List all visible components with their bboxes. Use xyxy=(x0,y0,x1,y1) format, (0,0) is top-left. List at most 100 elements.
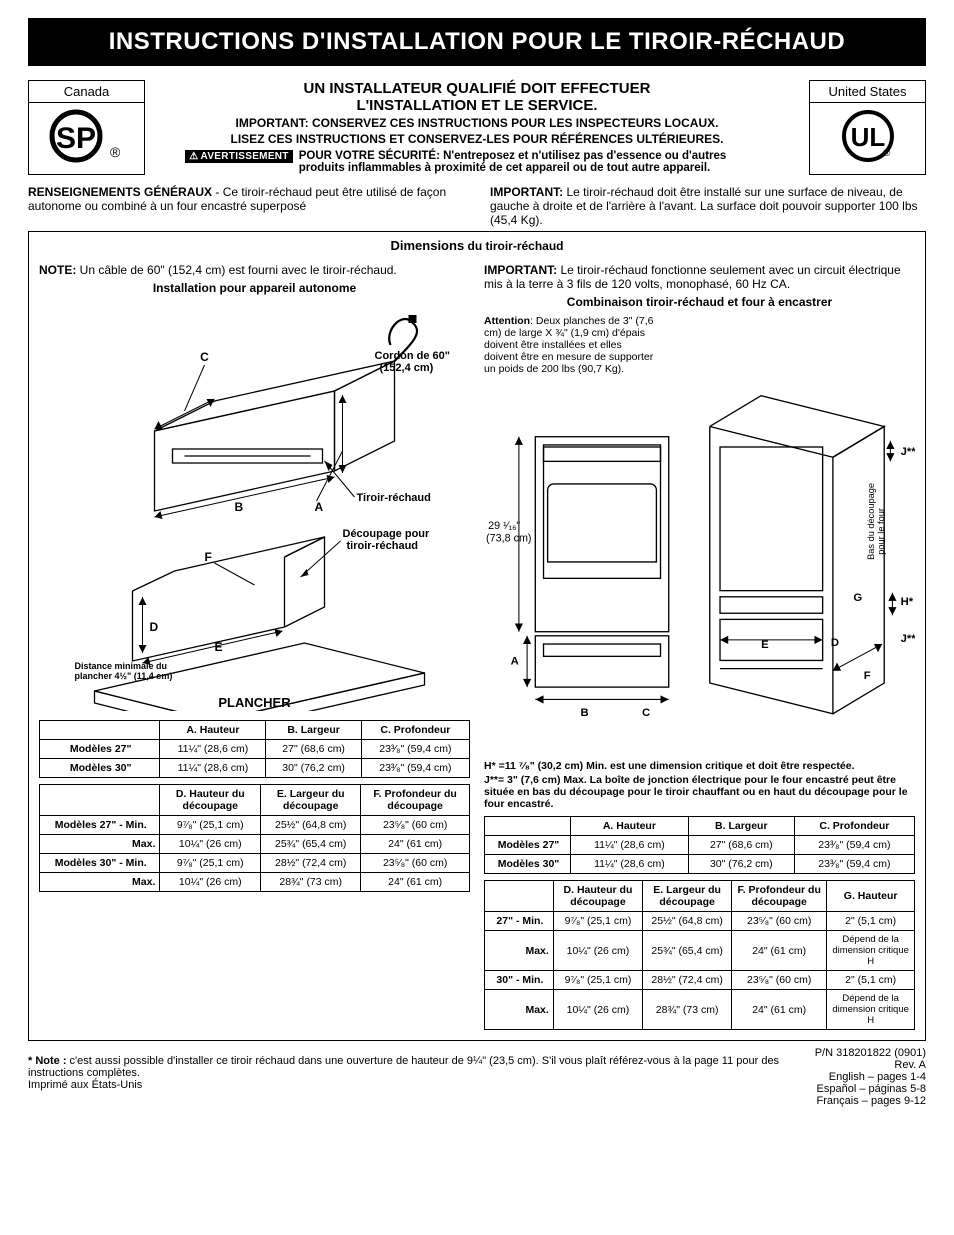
intro-right-label: IMPORTANT: xyxy=(490,185,563,199)
tlc-h-d: D. Hauteur du découpage xyxy=(160,785,261,816)
cord-label-2: (152,4 cm) xyxy=(380,362,434,374)
dist-label-1: Distance minimale du xyxy=(75,661,168,671)
lab-b: B xyxy=(235,500,244,514)
table-row: 30" - Min.9⁷⁄₈" (25,1 cm)28½" (72,4 cm)2… xyxy=(485,971,915,990)
h29-a: 29 ¹⁄₁₆" xyxy=(488,520,520,532)
lab-a: A xyxy=(315,500,324,514)
trc-h-e: E. Largeur du découpage xyxy=(643,881,732,912)
box-title-a: Dimensions xyxy=(390,238,464,253)
page-title-bar: INSTRUCTIONS D'INSTALLATION POUR LE TIRO… xyxy=(28,18,926,66)
box-right-col: IMPORTANT: Le tiroir-réchaud fonctionne … xyxy=(484,263,915,1030)
dec-label-1: Découpage pour xyxy=(343,528,431,540)
warning-row: ⚠AVERTISSEMENT POUR VOTRE SÉCURITÉ: N'en… xyxy=(155,150,799,174)
warning-badge-text: AVERTISSEMENT xyxy=(201,151,289,162)
table-row: Max.10¼" (26 cm)28¾" (73 cm)24" (61 cm) xyxy=(40,873,470,892)
svg-text:®: ® xyxy=(883,148,891,159)
header-line4: LISEZ CES INSTRUCTIONS ET CONSERVEZ-LES … xyxy=(155,132,799,146)
warning-text: POUR VOTRE SÉCURITÉ: N'entreposez et n'u… xyxy=(299,150,769,174)
footer-lang3: Français – pages 9-12 xyxy=(799,1095,926,1107)
trp-h-b: B. Largeur xyxy=(688,817,794,836)
right-subhead: Combinaison tiroir-réchaud et four à enc… xyxy=(484,295,915,309)
svg-text:UL: UL xyxy=(850,122,885,152)
diagram-combo: 29 ¹⁄₁₆" (73,8 cm) A B C xyxy=(484,375,915,755)
decoup-1: Bas du découpage xyxy=(866,483,876,560)
dec-label-2: tiroir-réchaud xyxy=(347,540,419,552)
warning-triangle-icon: ⚠ xyxy=(189,151,198,162)
lab-c: C xyxy=(200,350,209,364)
table-row: 27" - Min.9⁷⁄₈" (25,1 cm)25½" (64,8 cm)2… xyxy=(485,912,915,931)
cert-canada: Canada SP ® xyxy=(28,80,145,175)
footer-pn: P/N 318201822 (0901) Rev. A xyxy=(799,1047,926,1071)
tlc-h-e: E. Largeur du découpage xyxy=(261,785,361,816)
table-row: Max.10¼" (26 cm)25¾" (65,4 cm)24" (61 cm… xyxy=(40,835,470,854)
note-text: Un câble de 60" (152,4 cm) est fourni av… xyxy=(76,263,396,277)
table-row: Modèles 30" - Min.9⁷⁄₈" (25,1 cm)28½" (7… xyxy=(40,854,470,873)
important-label: IMPORTANT: xyxy=(484,263,557,277)
table-row: Modèles 30"11¼" (28,6 cm)30" (76,2 cm)23… xyxy=(485,855,915,874)
lab-d: D xyxy=(150,620,159,634)
important-line: IMPORTANT: Le tiroir-réchaud fonctionne … xyxy=(484,263,915,291)
note-label: NOTE: xyxy=(39,263,76,277)
table-row: Modèles 30" 11¼" (28,6 cm) 30" (76,2 cm)… xyxy=(40,759,470,778)
warning-badge: ⚠AVERTISSEMENT xyxy=(185,150,292,163)
tlp-h-a: A. Hauteur xyxy=(160,721,266,740)
cert-us-label: United States xyxy=(810,81,925,103)
tiroir-label: Tiroir-réchaud xyxy=(357,492,431,504)
box-left-col: NOTE: Un câble de 60" (152,4 cm) est fou… xyxy=(39,263,470,1030)
header-line2: L'INSTALLATION ET LE SERVICE. xyxy=(155,97,799,114)
trc-h-f: F. Profondeur du découpage xyxy=(732,881,827,912)
intro-right: IMPORTANT: Le tiroir-réchaud doit être i… xyxy=(490,185,926,227)
box-title-b: du tiroir-réchaud xyxy=(464,239,563,253)
plancher-label: PLANCHER xyxy=(218,695,291,710)
table-row: Modèles 27"11¼" (28,6 cm)27" (68,6 cm)23… xyxy=(485,836,915,855)
j-note-a: J**= 3" (7,6 cm) Max. xyxy=(484,774,590,786)
lab-g: G xyxy=(853,592,862,604)
ul-icon: UL ® xyxy=(810,103,925,174)
table-right-cutout: D. Hauteur du découpage E. Largeur du dé… xyxy=(484,880,915,1030)
table-row: Modèles 27" - Min.9⁷⁄₈" (25,1 cm)25½" (6… xyxy=(40,816,470,835)
h-note: H* =11 ⁷⁄₈" (30,2 cm) Min. est une dimen… xyxy=(484,760,915,810)
lab-h: H* xyxy=(901,596,914,608)
lab-e: E xyxy=(215,640,223,654)
dimensions-box: Dimensions du tiroir-réchaud NOTE: Un câ… xyxy=(28,231,926,1041)
cord-label-1: Cordon de 60" xyxy=(375,350,451,362)
lab-f2: F xyxy=(864,670,871,682)
box-two-col: NOTE: Un câble de 60" (152,4 cm) est fou… xyxy=(39,263,915,1030)
lab-c2: C xyxy=(642,707,650,719)
table-left-cutout: D. Hauteur du découpage E. Largeur du dé… xyxy=(39,784,470,892)
table-left-product: A. Hauteur B. Largeur C. Profondeur Modè… xyxy=(39,720,470,778)
attention-text-block: Attention: Deux planches de 3" (7,6 cm) … xyxy=(484,315,654,375)
footer-left: * Note : c'est aussi possible d'installe… xyxy=(28,1047,779,1107)
intro-left-label: RENSEIGNEMENTS GÉNÉRAUX xyxy=(28,185,212,199)
header-line1: UN INSTALLATEUR QUALIFIÉ DOIT EFFECTUER xyxy=(155,80,799,97)
box-title: Dimensions du tiroir-réchaud xyxy=(39,238,915,253)
footer-note-text: c'est aussi possible d'installer ce tiro… xyxy=(28,1055,779,1079)
svg-text:SP: SP xyxy=(55,122,95,155)
trc-h-d: D. Hauteur du découpage xyxy=(553,881,642,912)
intro-columns: RENSEIGNEMENTS GÉNÉRAUX - Ce tiroir-réch… xyxy=(28,185,926,227)
lab-j2: J** xyxy=(901,633,915,645)
lab-b2: B xyxy=(580,707,588,719)
lab-f: F xyxy=(205,550,212,564)
footer-note-label: * Note : xyxy=(28,1055,67,1067)
table-row: Max.10¼" (26 cm)25¾" (65,4 cm)24" (61 cm… xyxy=(485,931,915,971)
tlp-h-b: B. Largeur xyxy=(266,721,361,740)
attention-row: Attention: Deux planches de 3" (7,6 cm) … xyxy=(484,315,915,375)
trp-h-a: A. Hauteur xyxy=(571,817,689,836)
tlc-h-f: F. Profondeur du découpage xyxy=(361,785,470,816)
header-line3: IMPORTANT: CONSERVEZ CES INSTRUCTIONS PO… xyxy=(155,116,799,130)
footer-note: * Note : c'est aussi possible d'installe… xyxy=(28,1055,779,1079)
table-row: Max.10¼" (26 cm)28¾" (73 cm)24" (61 cm)D… xyxy=(485,990,915,1030)
csa-icon: SP ® xyxy=(29,103,144,174)
h-note-a: H* =11 ⁷⁄₈" (30,2 cm) Min. xyxy=(484,760,610,772)
left-subhead: Installation pour appareil autonome xyxy=(39,281,470,295)
footer-lang2: Español – páginas 5-8 xyxy=(799,1083,926,1095)
decoup-2: pour le four xyxy=(876,508,886,555)
footer-lang1: English – pages 1-4 xyxy=(799,1071,926,1083)
lab-e2: E xyxy=(761,639,769,651)
lab-a2: A xyxy=(511,656,519,668)
trc-h-g: G. Hauteur xyxy=(827,881,915,912)
diagram-standalone: C B A xyxy=(39,301,470,711)
footer-row: * Note : c'est aussi possible d'installe… xyxy=(28,1047,926,1107)
table-right-product: A. Hauteur B. Largeur C. Profondeur Modè… xyxy=(484,816,915,874)
